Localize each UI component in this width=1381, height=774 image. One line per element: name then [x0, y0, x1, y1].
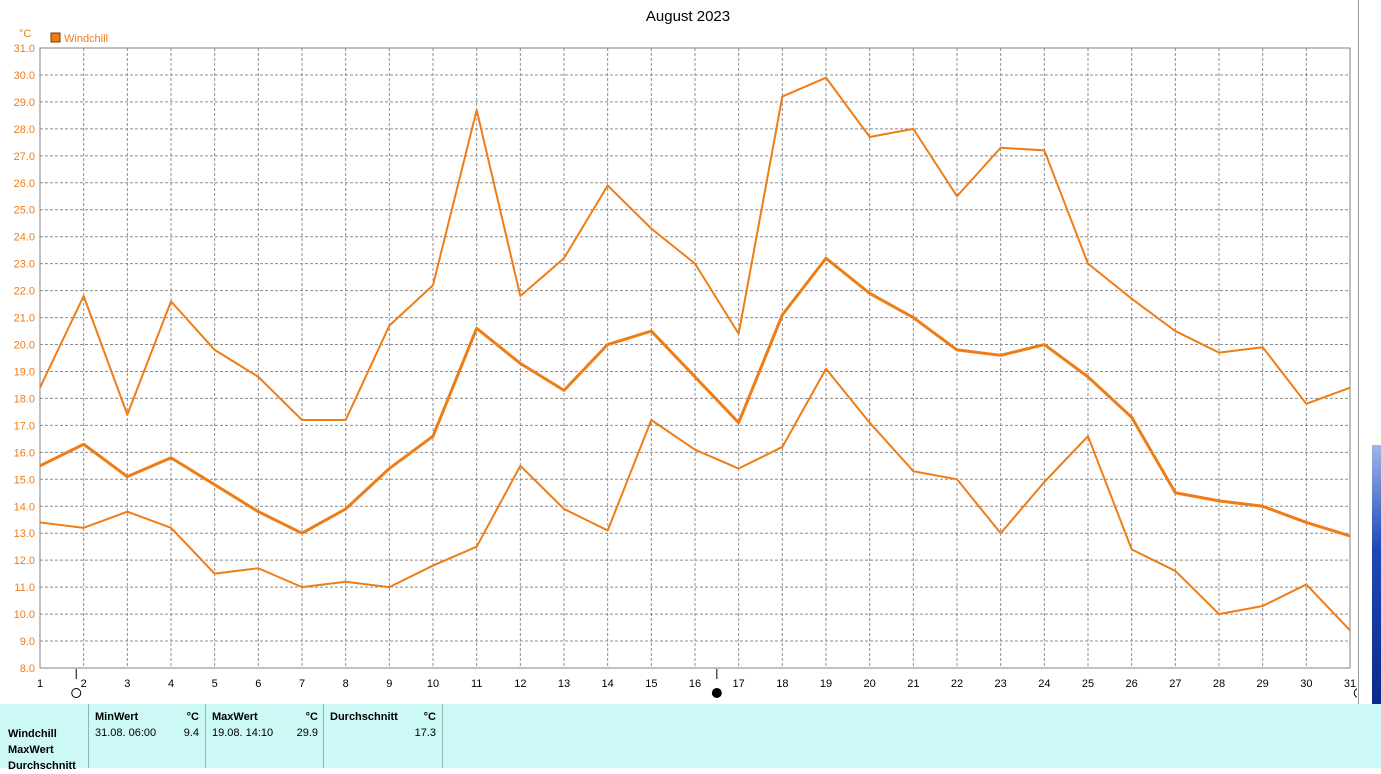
- x-tick-label: 17: [733, 678, 745, 690]
- x-tick-label: 7: [299, 678, 305, 690]
- x-tick-label: 4: [168, 678, 174, 690]
- x-tick-label: 25: [1082, 678, 1094, 690]
- x-tick-label: 14: [602, 678, 614, 690]
- x-tick-label: 21: [907, 678, 919, 690]
- series-line-average: [39, 256, 1351, 538]
- y-tick-label: 9.0: [20, 636, 35, 648]
- column-unit: °C: [186, 711, 199, 723]
- y-tick-label: 30.0: [14, 70, 35, 82]
- y-tick-label: 16.0: [14, 447, 35, 459]
- stats-column-max: MaxWert °C 19.08. 14:10 29.9: [205, 704, 324, 768]
- window-edge: [1357, 0, 1381, 704]
- y-tick-label: 10.0: [14, 609, 35, 621]
- x-tick-label: 3: [124, 678, 130, 690]
- windchill-chart: August 2023 °C Windchill 8.0 9.0 10.0 11.0 1…: [14, 8, 1357, 698]
- y-axis-unit: °C: [19, 28, 31, 40]
- plot-frame: [39, 47, 1351, 669]
- x-tick-label: 19: [820, 678, 832, 690]
- y-tick-label: 25.0: [14, 205, 35, 217]
- y-tick-label: 13.0: [14, 528, 35, 540]
- y-tick-label: 15.0: [14, 474, 35, 486]
- y-tick-label: 20.0: [14, 340, 35, 352]
- x-tick-label: 15: [645, 678, 657, 690]
- y-tick-label: 26.0: [14, 178, 35, 190]
- y-tick-label: 31.0: [14, 43, 35, 55]
- x-tick-label: 22: [951, 678, 963, 690]
- column-header: MinWert: [95, 711, 139, 723]
- min-date: 31.08. 06:00: [95, 727, 157, 739]
- max-date: 19.08. 14:10: [212, 727, 274, 739]
- x-tick-label: 16: [689, 678, 701, 690]
- series-line-min: [39, 367, 1351, 631]
- x-tick-label: 31: [1344, 678, 1356, 690]
- y-tick-label: 18.0: [14, 393, 35, 405]
- column-unit: °C: [423, 711, 436, 723]
- x-axis: 1 2 3 4 5 6 7 8 9 10 11 12 13 14 15 16 17 18 19 20 21 22 23 24 2…: [37, 678, 1356, 690]
- grid: [40, 48, 1350, 668]
- y-tick-label: 8.0: [20, 663, 35, 675]
- x-tick-label: 28: [1213, 678, 1225, 690]
- y-tick-label: 11.0: [14, 582, 35, 594]
- x-tick-label: 8: [343, 678, 349, 690]
- x-tick-label: 23: [995, 678, 1007, 690]
- y-tick-label: 14.0: [14, 501, 35, 513]
- full-moon-icon: [1353, 688, 1357, 698]
- x-tick-label: 10: [427, 678, 439, 690]
- max-value: 29.9: [296, 727, 318, 739]
- stats-column-min: MinWert °C 31.08. 06:00 9.4: [88, 704, 205, 768]
- y-tick-label: 27.0: [14, 151, 35, 163]
- legend-label: Windchill: [64, 33, 108, 45]
- x-tick-label: 20: [864, 678, 876, 690]
- x-tick-label: 13: [558, 678, 570, 690]
- chart-title: August 2023: [646, 8, 730, 25]
- x-tick-label: 26: [1126, 678, 1138, 690]
- x-tick-label: 12: [514, 678, 526, 690]
- y-tick-label: 23.0: [14, 259, 35, 271]
- y-tick-label: 24.0: [14, 232, 35, 244]
- full-moon-icon: [71, 688, 82, 698]
- series: [39, 76, 1351, 631]
- row-label: Windchill: [8, 728, 57, 740]
- y-tick-label: 22.0: [14, 286, 35, 298]
- average-value: 17.3: [414, 727, 436, 739]
- new-moon-icon: [711, 688, 722, 698]
- row-label: Durchschnitt: [8, 760, 76, 772]
- row-label: MaxWert: [8, 744, 54, 756]
- y-axis: 8.0 9.0 10.0 11.0 12.0 13.0 14.0 15.0 16.0 17.0 18…: [14, 43, 35, 675]
- y-tick-label: 17.0: [14, 420, 35, 432]
- x-tick-label: 27: [1169, 678, 1181, 690]
- series-line-max: [39, 76, 1351, 421]
- moon-phases: [71, 669, 1357, 698]
- stats-row-labels: Windchill MaxWert Durchschnitt: [8, 726, 76, 774]
- x-tick-label: 5: [212, 678, 218, 690]
- x-tick-label: 18: [776, 678, 788, 690]
- y-tick-label: 19.0: [14, 366, 35, 378]
- x-tick-label: 9: [386, 678, 392, 690]
- x-tick-label: 11: [471, 678, 482, 690]
- column-header: Durchschnitt: [330, 711, 398, 723]
- stats-column-average: Durchschnitt °C 17.3: [323, 704, 443, 768]
- y-tick-label: 28.0: [14, 124, 35, 136]
- x-tick-label: 24: [1038, 678, 1050, 690]
- x-tick-label: 2: [81, 678, 87, 690]
- column-header: MaxWert: [212, 711, 258, 723]
- y-tick-label: 29.0: [14, 97, 35, 109]
- statistics-panel: Windchill MaxWert Durchschnitt MinWert °…: [0, 704, 1381, 772]
- x-tick-label: 6: [255, 678, 261, 690]
- column-unit: °C: [305, 711, 318, 723]
- y-tick-label: 21.0: [14, 313, 35, 325]
- min-value: 9.4: [183, 727, 199, 739]
- x-tick-label: 1: [37, 678, 43, 690]
- y-tick-label: 12.0: [14, 555, 35, 567]
- x-tick-label: 30: [1300, 678, 1312, 690]
- legend-swatch: [50, 32, 61, 43]
- x-tick-label: 29: [1257, 678, 1269, 690]
